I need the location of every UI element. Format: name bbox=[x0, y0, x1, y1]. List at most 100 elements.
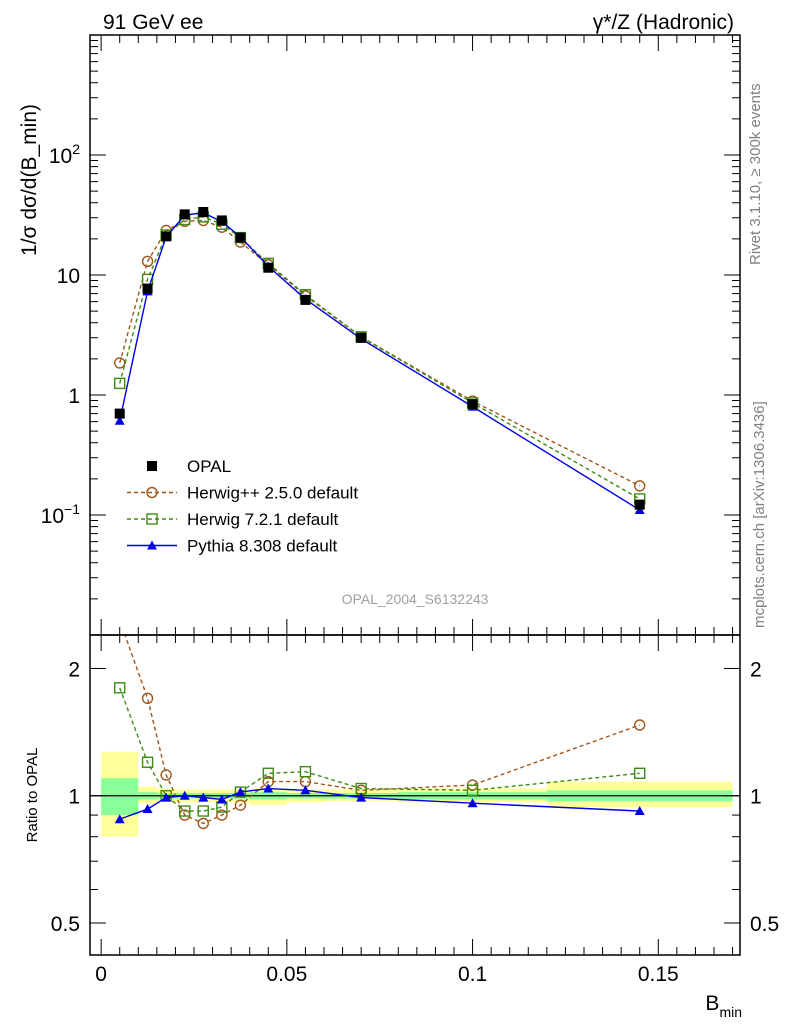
data-point bbox=[146, 486, 158, 499]
data-point bbox=[634, 719, 646, 731]
series-herwig- bbox=[114, 214, 646, 492]
main-ytick-label: 1 bbox=[68, 385, 80, 408]
main-ytick-label-base: 1 bbox=[68, 385, 80, 408]
data-point bbox=[114, 415, 125, 425]
data-point bbox=[161, 231, 172, 242]
header-left: 91 GeV ee bbox=[103, 11, 203, 34]
data-point bbox=[114, 408, 125, 419]
data-point bbox=[356, 332, 367, 343]
main-ytick-label-base: 10 bbox=[41, 505, 64, 528]
legend-entry: Herwig 7.2.1 default bbox=[127, 510, 338, 529]
ratio-ytick-label-right: 1 bbox=[750, 786, 762, 809]
data-point bbox=[161, 792, 172, 802]
xtick-label: 0.1 bbox=[458, 963, 487, 986]
xtick-label: 0 bbox=[95, 963, 107, 986]
legend-entry: Herwig++ 2.5.0 default bbox=[127, 484, 358, 503]
data-point bbox=[147, 461, 157, 471]
series-line bbox=[119, 687, 640, 812]
ratio-axes: 0 0.05 0.1 0.15 0.5 0.5 1 1 2 2 bbox=[51, 634, 779, 986]
data-point bbox=[141, 692, 154, 705]
data-point bbox=[634, 767, 646, 779]
ratio-series-layer bbox=[114, 615, 646, 830]
watermark: OPAL_2004_S6132243 bbox=[342, 591, 489, 607]
ratio-ytick-label-right: 0.5 bbox=[750, 913, 779, 936]
data-point bbox=[263, 783, 274, 793]
data-point bbox=[141, 255, 154, 268]
header-right: γ*/Z (Hadronic) bbox=[593, 11, 734, 34]
data-point bbox=[147, 540, 157, 550]
x-axis-label-text: B bbox=[705, 992, 719, 1015]
data-point bbox=[235, 787, 246, 797]
series-pythia bbox=[114, 783, 645, 824]
ratio-frame bbox=[89, 634, 741, 956]
data-point bbox=[197, 805, 209, 817]
x-axis-label-sub: min bbox=[719, 1004, 742, 1020]
data-point bbox=[160, 769, 172, 781]
main-ytick-label-base: 10 bbox=[49, 145, 72, 168]
data-point bbox=[142, 804, 153, 814]
data-point bbox=[634, 480, 646, 492]
data-point bbox=[467, 399, 478, 410]
data-point bbox=[634, 806, 645, 816]
rivet-label: Rivet 3.1.10, ≥ 300k events bbox=[747, 83, 764, 265]
data-point bbox=[300, 785, 311, 795]
data-point bbox=[300, 294, 311, 305]
data-point bbox=[216, 794, 227, 804]
data-point bbox=[299, 765, 312, 778]
data-point bbox=[141, 756, 154, 768]
ratio-ylabel: Ratio to OPAL bbox=[24, 748, 41, 843]
main-ytick-label: 10−1 bbox=[41, 501, 81, 528]
data-point bbox=[146, 513, 158, 525]
data-point bbox=[235, 232, 246, 243]
series-line bbox=[119, 212, 641, 511]
data-point bbox=[467, 798, 478, 808]
legend-entry: OPAL bbox=[147, 457, 231, 476]
main-series-layer bbox=[114, 206, 646, 515]
ratio-ytick-label-right: 2 bbox=[750, 658, 762, 681]
data-point bbox=[198, 792, 209, 802]
series-herwig7 bbox=[114, 682, 646, 817]
legend-entry: Pythia 8.308 default bbox=[127, 537, 338, 556]
xtick-label: 0.15 bbox=[638, 963, 679, 986]
data-point bbox=[634, 499, 645, 510]
data-point bbox=[115, 615, 125, 625]
data-point bbox=[142, 283, 153, 294]
data-point bbox=[179, 209, 190, 220]
legend-label: OPAL bbox=[187, 457, 231, 476]
x-axis-label: Bmin bbox=[705, 992, 742, 1020]
data-point bbox=[114, 377, 126, 390]
legend-label: Pythia 8.308 default bbox=[187, 537, 338, 556]
data-point bbox=[114, 814, 125, 824]
data-point bbox=[197, 817, 209, 830]
data-point bbox=[466, 784, 479, 797]
series-opal bbox=[114, 206, 645, 510]
legend: OPAL Herwig++ 2.5.0 default Herwig 7.2.1 d… bbox=[127, 457, 358, 556]
data-point bbox=[179, 790, 190, 800]
main-ytick-label-exp: −1 bbox=[64, 501, 80, 517]
ratio-ytick-label: 1 bbox=[68, 786, 80, 809]
main-ylabel: 1/σ dσ/d(B_min) bbox=[18, 104, 41, 256]
series-line bbox=[119, 219, 641, 487]
data-point bbox=[114, 682, 126, 694]
data-point bbox=[263, 262, 274, 273]
stat-uncertainty-band bbox=[101, 778, 139, 816]
mcplots-label: mcplots.cern.ch [arXiv:1306.3436] bbox=[751, 401, 768, 628]
data-point bbox=[356, 792, 367, 802]
ratio-ytick-label: 0.5 bbox=[51, 913, 80, 936]
main-ytick-label: 10 bbox=[57, 265, 80, 288]
legend-label: Herwig++ 2.5.0 default bbox=[187, 484, 358, 503]
main-ytick-label: 102 bbox=[49, 141, 80, 168]
data-point bbox=[179, 805, 191, 817]
legend-label: Herwig 7.2.1 default bbox=[187, 510, 338, 529]
series-line bbox=[119, 216, 641, 500]
data-point bbox=[216, 215, 227, 226]
ratio-ytick-label: 2 bbox=[68, 658, 80, 681]
xtick-label: 0.05 bbox=[266, 963, 307, 986]
data-point bbox=[198, 206, 209, 217]
main-ytick-label-base: 10 bbox=[57, 265, 80, 288]
data-point bbox=[234, 799, 247, 811]
data-point bbox=[216, 809, 228, 821]
ratio-uncertainty-bands bbox=[101, 751, 733, 837]
main-ytick-label-exp: 2 bbox=[72, 141, 80, 157]
